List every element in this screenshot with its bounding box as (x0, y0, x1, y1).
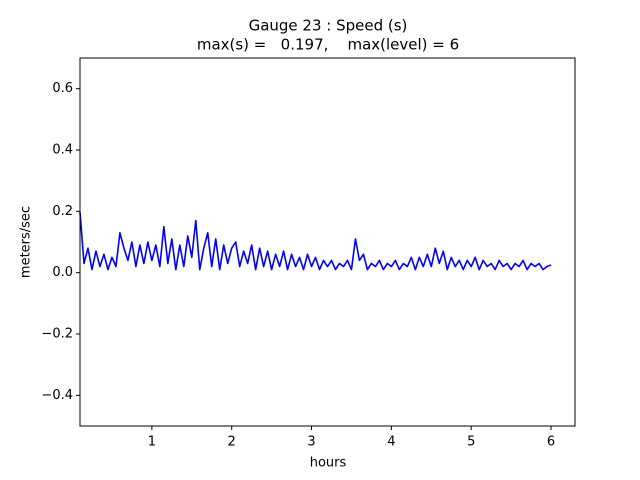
plot-frame (79, 57, 576, 427)
y-tick-label: 0.6 (52, 81, 73, 96)
x-axis-label: hours (310, 456, 347, 471)
chart-title: Gauge 23 : Speed (s) (249, 17, 408, 35)
x-tick-label: 1 (148, 435, 156, 450)
x-tick-label: 6 (547, 435, 555, 450)
y-tick-label: −0.2 (41, 327, 73, 342)
y-tick-label: 0.2 (52, 204, 73, 219)
y-axis-label: meters/sec (19, 206, 34, 278)
x-tick-label: 5 (467, 435, 475, 450)
x-tick-label: 4 (387, 435, 395, 450)
y-tick-label: −0.4 (41, 388, 73, 403)
x-tick-label: 2 (228, 435, 236, 450)
y-tick-label: 0.4 (52, 143, 73, 158)
y-tick-label: 0.0 (52, 265, 73, 280)
x-tick-label: 3 (307, 435, 315, 450)
chart-subtitle: max(s) = 0.197, max(level) = 6 (197, 36, 459, 54)
data-line (79, 212, 552, 271)
